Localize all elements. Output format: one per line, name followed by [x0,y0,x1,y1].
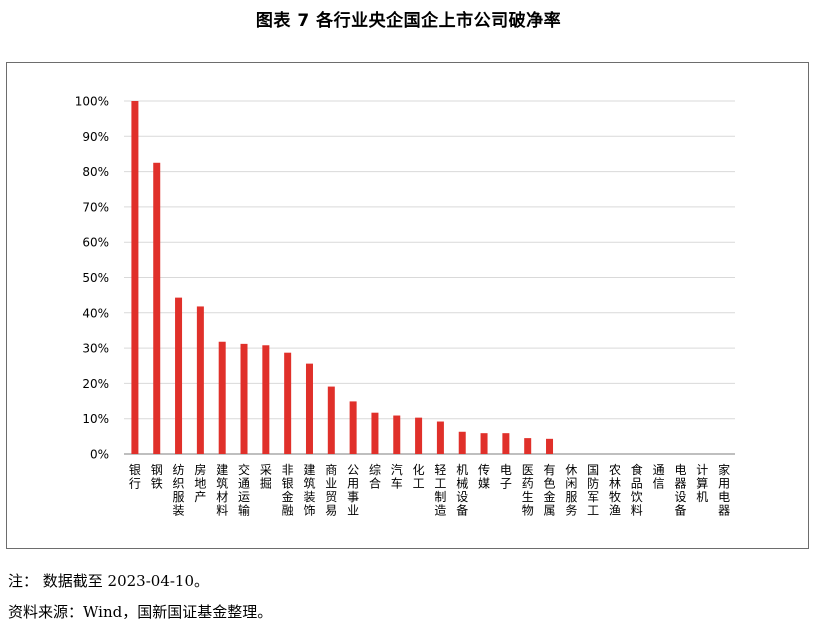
x-tick-label: 建筑装饰 [303,463,315,518]
x-tick-label: 有色金属 [544,463,556,518]
y-tick-label: 0% [90,448,109,462]
x-tick-label: 电器设备 [674,463,686,518]
x-tick-label: 公用事业 [347,463,359,518]
y-tick-label: 10% [82,412,109,426]
x-tick-label: 钢铁 [151,463,163,491]
x-tick-label: 纺织服装 [173,463,185,518]
x-tick-label: 医药生物 [522,463,534,518]
bar-传媒 [480,433,488,454]
x-tick-label: 建筑材料 [216,463,228,518]
bar-房地产 [196,306,204,454]
bar-综合 [371,412,379,454]
x-tick-label: 化工 [413,463,425,491]
x-tick-label: 房地产 [194,462,206,504]
y-tick-label: 60% [82,236,109,250]
y-tick-label: 50% [82,271,109,285]
bar-商业贸易 [327,386,335,454]
y-tick-label: 90% [82,130,109,144]
y-tick-label: 40% [82,306,109,320]
bar-有色金属 [546,438,554,454]
bar-医药生物 [524,438,532,454]
bar-机械设备 [458,431,466,454]
x-tick-label: 农林牧渔 [609,463,621,518]
bar-汽车 [393,415,401,454]
bar-公用事业 [349,401,357,454]
chart-frame [6,62,809,549]
bar-非银金融 [284,352,292,454]
x-tick-label: 传媒 [478,462,490,491]
x-tick-label: 综合 [369,463,381,491]
bar-建筑装饰 [305,363,313,454]
source-note: 资料来源：Wind，国新国证基金整理。 [8,603,273,621]
bar-交通运输 [240,343,248,454]
y-tick-label: 80% [82,165,109,179]
x-tick-label: 电子 [500,463,512,491]
y-tick-label: 100% [75,95,109,109]
x-tick-label: 食品饮料 [631,462,643,518]
bar-纺织服装 [175,297,183,454]
y-tick-label: 20% [82,377,109,391]
data-note: 注： 数据截至 2023-04-10。 [8,572,210,590]
chart-title: 图表 7 各行业央企国企上市公司破净率 [255,11,562,31]
bar-化工 [415,417,423,454]
x-tick-label: 非银金融 [282,463,294,518]
x-tick-label: 汽车 [391,462,403,491]
y-tick-label: 30% [82,342,109,356]
bar-采掘 [262,345,270,454]
x-tick-label: 商业贸易 [325,462,337,518]
x-tick-label: 家用电器 [718,462,730,518]
x-tick-label: 国防军工 [587,463,599,518]
x-tick-label: 通信 [653,463,665,491]
bar-银行 [131,101,139,454]
bar-电子 [502,433,510,454]
x-tick-label: 计算机 [696,463,708,504]
bar-钢铁 [153,162,161,454]
bar-建筑材料 [218,341,226,454]
x-tick-label: 采掘 [260,463,272,491]
x-tick-label: 轻工制造 [434,463,446,518]
bar-轻工制造 [436,421,444,454]
x-tick-label: 机械设备 [456,463,468,518]
x-tick-label: 交通运输 [238,462,250,518]
x-tick-label: 休闲服务 [565,463,577,518]
x-tick-label: 银行 [129,463,141,491]
y-tick-label: 70% [82,200,109,214]
